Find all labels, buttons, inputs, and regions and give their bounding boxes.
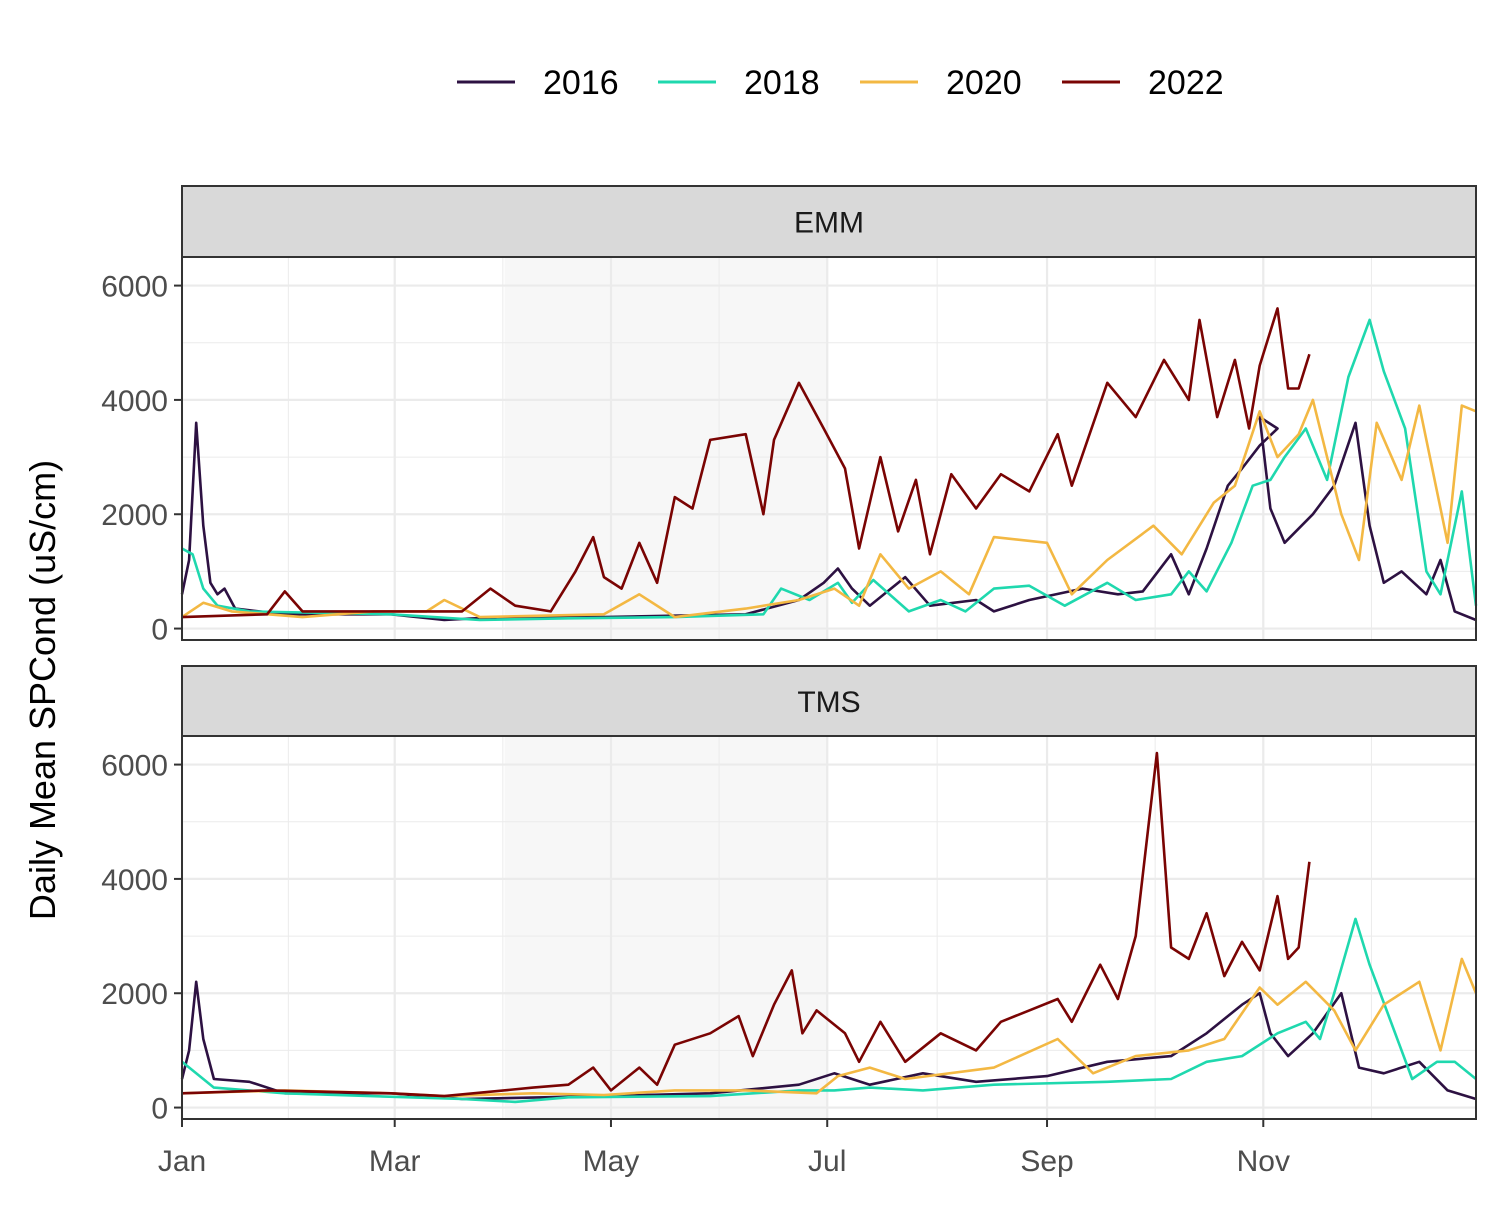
series-line-2018 [181,917,1477,1104]
panel-border [181,735,1477,1120]
x-tick-label-may: May [583,1145,640,1178]
y-tick-label: 6000 [101,750,168,783]
series-line-2022 [181,751,1311,1098]
y-tick-label: 2000 [101,499,168,532]
panel-border [181,256,1477,641]
y-tick-label: 0 [151,1093,168,1126]
legend-label-2022: 2022 [1148,64,1224,102]
x-tick-label-jan: Jan [158,1145,206,1178]
series-line-2018 [181,318,1478,622]
shaded-period [504,736,828,1119]
panel-strip-label: TMS [797,686,860,719]
x-tick-label-jul: Jul [808,1145,846,1178]
series-line-2020 [181,957,1478,1098]
x-tick-label-sep: Sep [1020,1145,1073,1178]
shaded-period [504,257,828,640]
panel-emm: EMM 0 2000 4000 6000 [101,185,1478,647]
y-tick-label: 4000 [101,385,168,418]
panel-strip-label: EMM [794,207,864,240]
y-tick-label: 0 [151,614,168,647]
plot-background [182,257,1476,640]
panel-strip [181,185,1477,258]
y-tick-label: 4000 [101,864,168,897]
y-tick-label: 6000 [101,271,168,304]
series-line-2022 [181,307,1311,619]
x-axis: Jan Mar May Jul Sep Nov [158,1119,1290,1178]
legend: 2016 2018 2020 2022 [457,64,1224,102]
y-tick-label: 2000 [101,978,168,1011]
plot-background [182,736,1476,1119]
x-tick-label-mar: Mar [369,1145,421,1178]
series-line-2016 [180,980,1477,1101]
series-line-2020 [181,398,1477,619]
panel-tms: TMS 0 2000 4000 6000 [101,665,1478,1126]
legend-label-2020: 2020 [946,64,1022,102]
legend-label-2016: 2016 [543,64,619,102]
panels: EMM 0 2000 4000 6000 TMS 0 2000 4000 6000 [101,185,1478,1126]
x-tick-label-nov: Nov [1237,1145,1290,1178]
y-axis-title: Daily Mean SPCond (uS/cm) [22,460,63,920]
legend-label-2018: 2018 [744,64,820,102]
